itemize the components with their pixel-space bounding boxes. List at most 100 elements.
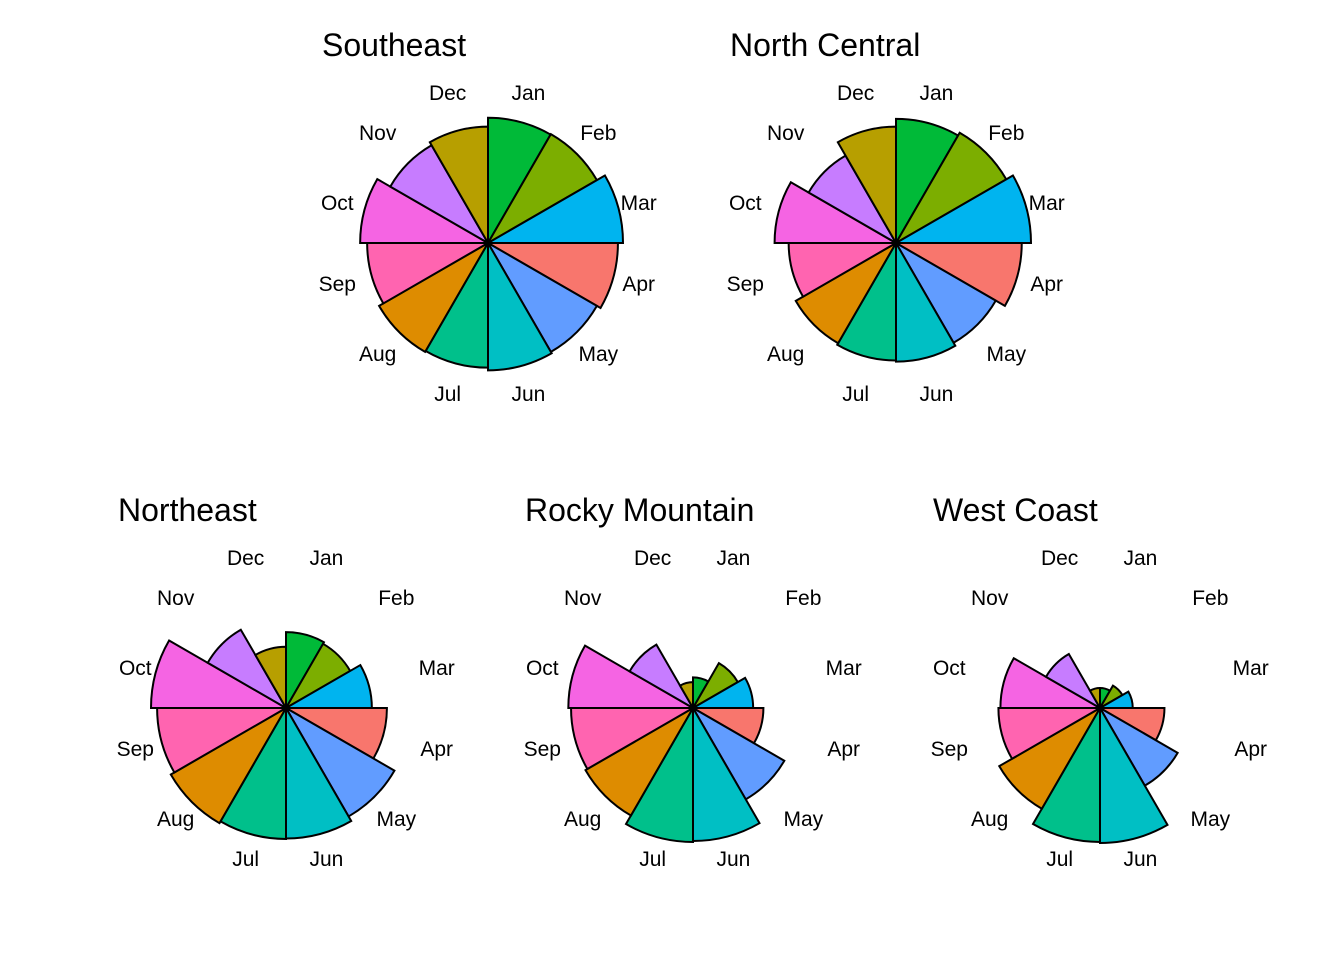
month-label-jan: Jan <box>1123 547 1157 570</box>
rose-wedge-apr <box>484 242 619 310</box>
month-label-apr: Apr <box>827 738 860 761</box>
month-label-may: May <box>376 808 416 831</box>
month-label-jan: Jan <box>511 82 545 105</box>
rose-wedge-dec <box>678 681 694 712</box>
rose-wedge-apr <box>892 242 1023 308</box>
month-label-nov: Nov <box>157 587 195 610</box>
month-label-nov: Nov <box>564 587 602 610</box>
month-label-jul: Jul <box>232 848 259 871</box>
rose-wedge-jul <box>1031 704 1101 844</box>
month-label-jul: Jul <box>639 848 666 871</box>
month-label-apr: Apr <box>1234 738 1267 761</box>
month-label-jun: Jun <box>511 383 545 406</box>
month-label-mar: Mar <box>621 192 657 215</box>
month-label-mar: Mar <box>826 657 862 680</box>
month-label-aug: Aug <box>767 343 804 366</box>
rose-wedge-oct <box>567 644 697 709</box>
month-label-apr: Apr <box>622 273 655 296</box>
month-label-sep: Sep <box>931 738 968 761</box>
rose-wedge-dec <box>254 645 287 712</box>
month-label-apr: Apr <box>1030 273 1063 296</box>
month-label-mar: Mar <box>419 657 455 680</box>
month-label-jun: Jun <box>716 848 750 871</box>
month-label-oct: Oct <box>526 657 559 680</box>
month-label-jan: Jan <box>716 547 750 570</box>
month-label-jun: Jun <box>919 383 953 406</box>
month-label-oct: Oct <box>321 192 354 215</box>
chart-title: West Coast <box>933 492 1098 528</box>
month-label-jan: Jan <box>919 82 953 105</box>
chart-title: North Central <box>730 27 920 63</box>
rose-wedge-aug <box>169 705 289 825</box>
month-label-feb: Feb <box>785 587 821 610</box>
month-label-jan: Jan <box>309 547 343 570</box>
rose-chart-panel: Rocky Mountain Jan Feb Mar Apr May Jun Jul Aug Se… <box>524 492 862 871</box>
month-label-dec: Dec <box>634 547 671 570</box>
rose-wedge-jan <box>285 631 326 712</box>
rose-chart-panel: North Central Jan Feb Mar Apr May Jun Jul Aug Sep… <box>727 27 1065 406</box>
rose-chart-panel: Southeast Jan Feb Mar Apr May Jun Jul Aug Sep Oct N… <box>319 27 657 406</box>
rose-wedge-jul <box>624 704 694 844</box>
month-label-jun: Jun <box>309 848 343 871</box>
chart-title: Northeast <box>118 492 257 528</box>
month-label-may: May <box>986 343 1026 366</box>
rose-wedge-oct <box>359 177 492 244</box>
rose-chart-panel: West Coast Jan Feb Mar Apr May Jun Jul Aug Sep Oct… <box>931 492 1269 871</box>
month-label-nov: Nov <box>971 587 1009 610</box>
month-label-mar: Mar <box>1233 657 1269 680</box>
month-label-jul: Jul <box>1046 848 1073 871</box>
chart-title: Rocky Mountain <box>525 492 754 528</box>
month-label-apr: Apr <box>420 738 453 761</box>
month-label-dec: Dec <box>227 547 264 570</box>
rose-wedge-nov <box>206 628 289 711</box>
month-label-may: May <box>1190 808 1230 831</box>
month-label-sep: Sep <box>319 273 356 296</box>
month-label-jun: Jun <box>1123 848 1157 871</box>
rose-wedge-sep <box>997 707 1104 761</box>
rose-wedge-dec <box>1088 686 1101 712</box>
month-label-may: May <box>783 808 823 831</box>
rose-wedge-aug <box>997 705 1103 811</box>
rose-wedge-jun <box>487 239 554 372</box>
month-label-jul: Jul <box>434 383 461 406</box>
month-label-sep: Sep <box>524 738 561 761</box>
month-label-feb: Feb <box>1192 587 1228 610</box>
month-label-nov: Nov <box>767 122 805 145</box>
rose-wedge-oct <box>149 639 290 709</box>
rose-wedge-jul <box>835 239 897 362</box>
month-label-feb: Feb <box>988 122 1024 145</box>
rose-wedge-oct <box>773 180 900 244</box>
month-label-oct: Oct <box>933 657 966 680</box>
month-label-nov: Nov <box>359 122 397 145</box>
rose-wedge-mar <box>484 174 625 244</box>
month-label-sep: Sep <box>117 738 154 761</box>
rose-wedge-aug <box>377 240 491 354</box>
rose-wedge-nov <box>1044 652 1103 711</box>
rose-wedge-jun <box>1099 704 1169 845</box>
rose-chart-panel: Northeast Jan Feb Mar Apr May Jun Jul Aug Sep Oct N… <box>117 492 455 871</box>
month-label-aug: Aug <box>971 808 1008 831</box>
rose-wedge-aug <box>794 240 899 345</box>
month-label-mar: Mar <box>1029 192 1065 215</box>
month-label-aug: Aug <box>564 808 601 831</box>
month-label-jul: Jul <box>842 383 869 406</box>
rose-wedge-oct <box>999 656 1104 709</box>
month-label-oct: Oct <box>119 657 152 680</box>
rose-wedge-nov <box>628 643 696 711</box>
rose-wedge-jun <box>895 239 957 363</box>
rose-wedge-aug <box>584 705 696 817</box>
month-label-dec: Dec <box>837 82 874 105</box>
chart-title: Southeast <box>322 27 466 63</box>
month-label-dec: Dec <box>429 82 466 105</box>
month-label-may: May <box>578 343 618 366</box>
month-label-aug: Aug <box>157 808 194 831</box>
rose-wedge-dec <box>836 125 897 247</box>
month-label-aug: Aug <box>359 343 396 366</box>
month-label-dec: Dec <box>1041 547 1078 570</box>
month-label-sep: Sep <box>727 273 764 296</box>
month-label-oct: Oct <box>729 192 762 215</box>
month-label-feb: Feb <box>580 122 616 145</box>
rose-wedge-mar <box>892 174 1033 244</box>
month-label-feb: Feb <box>378 587 414 610</box>
